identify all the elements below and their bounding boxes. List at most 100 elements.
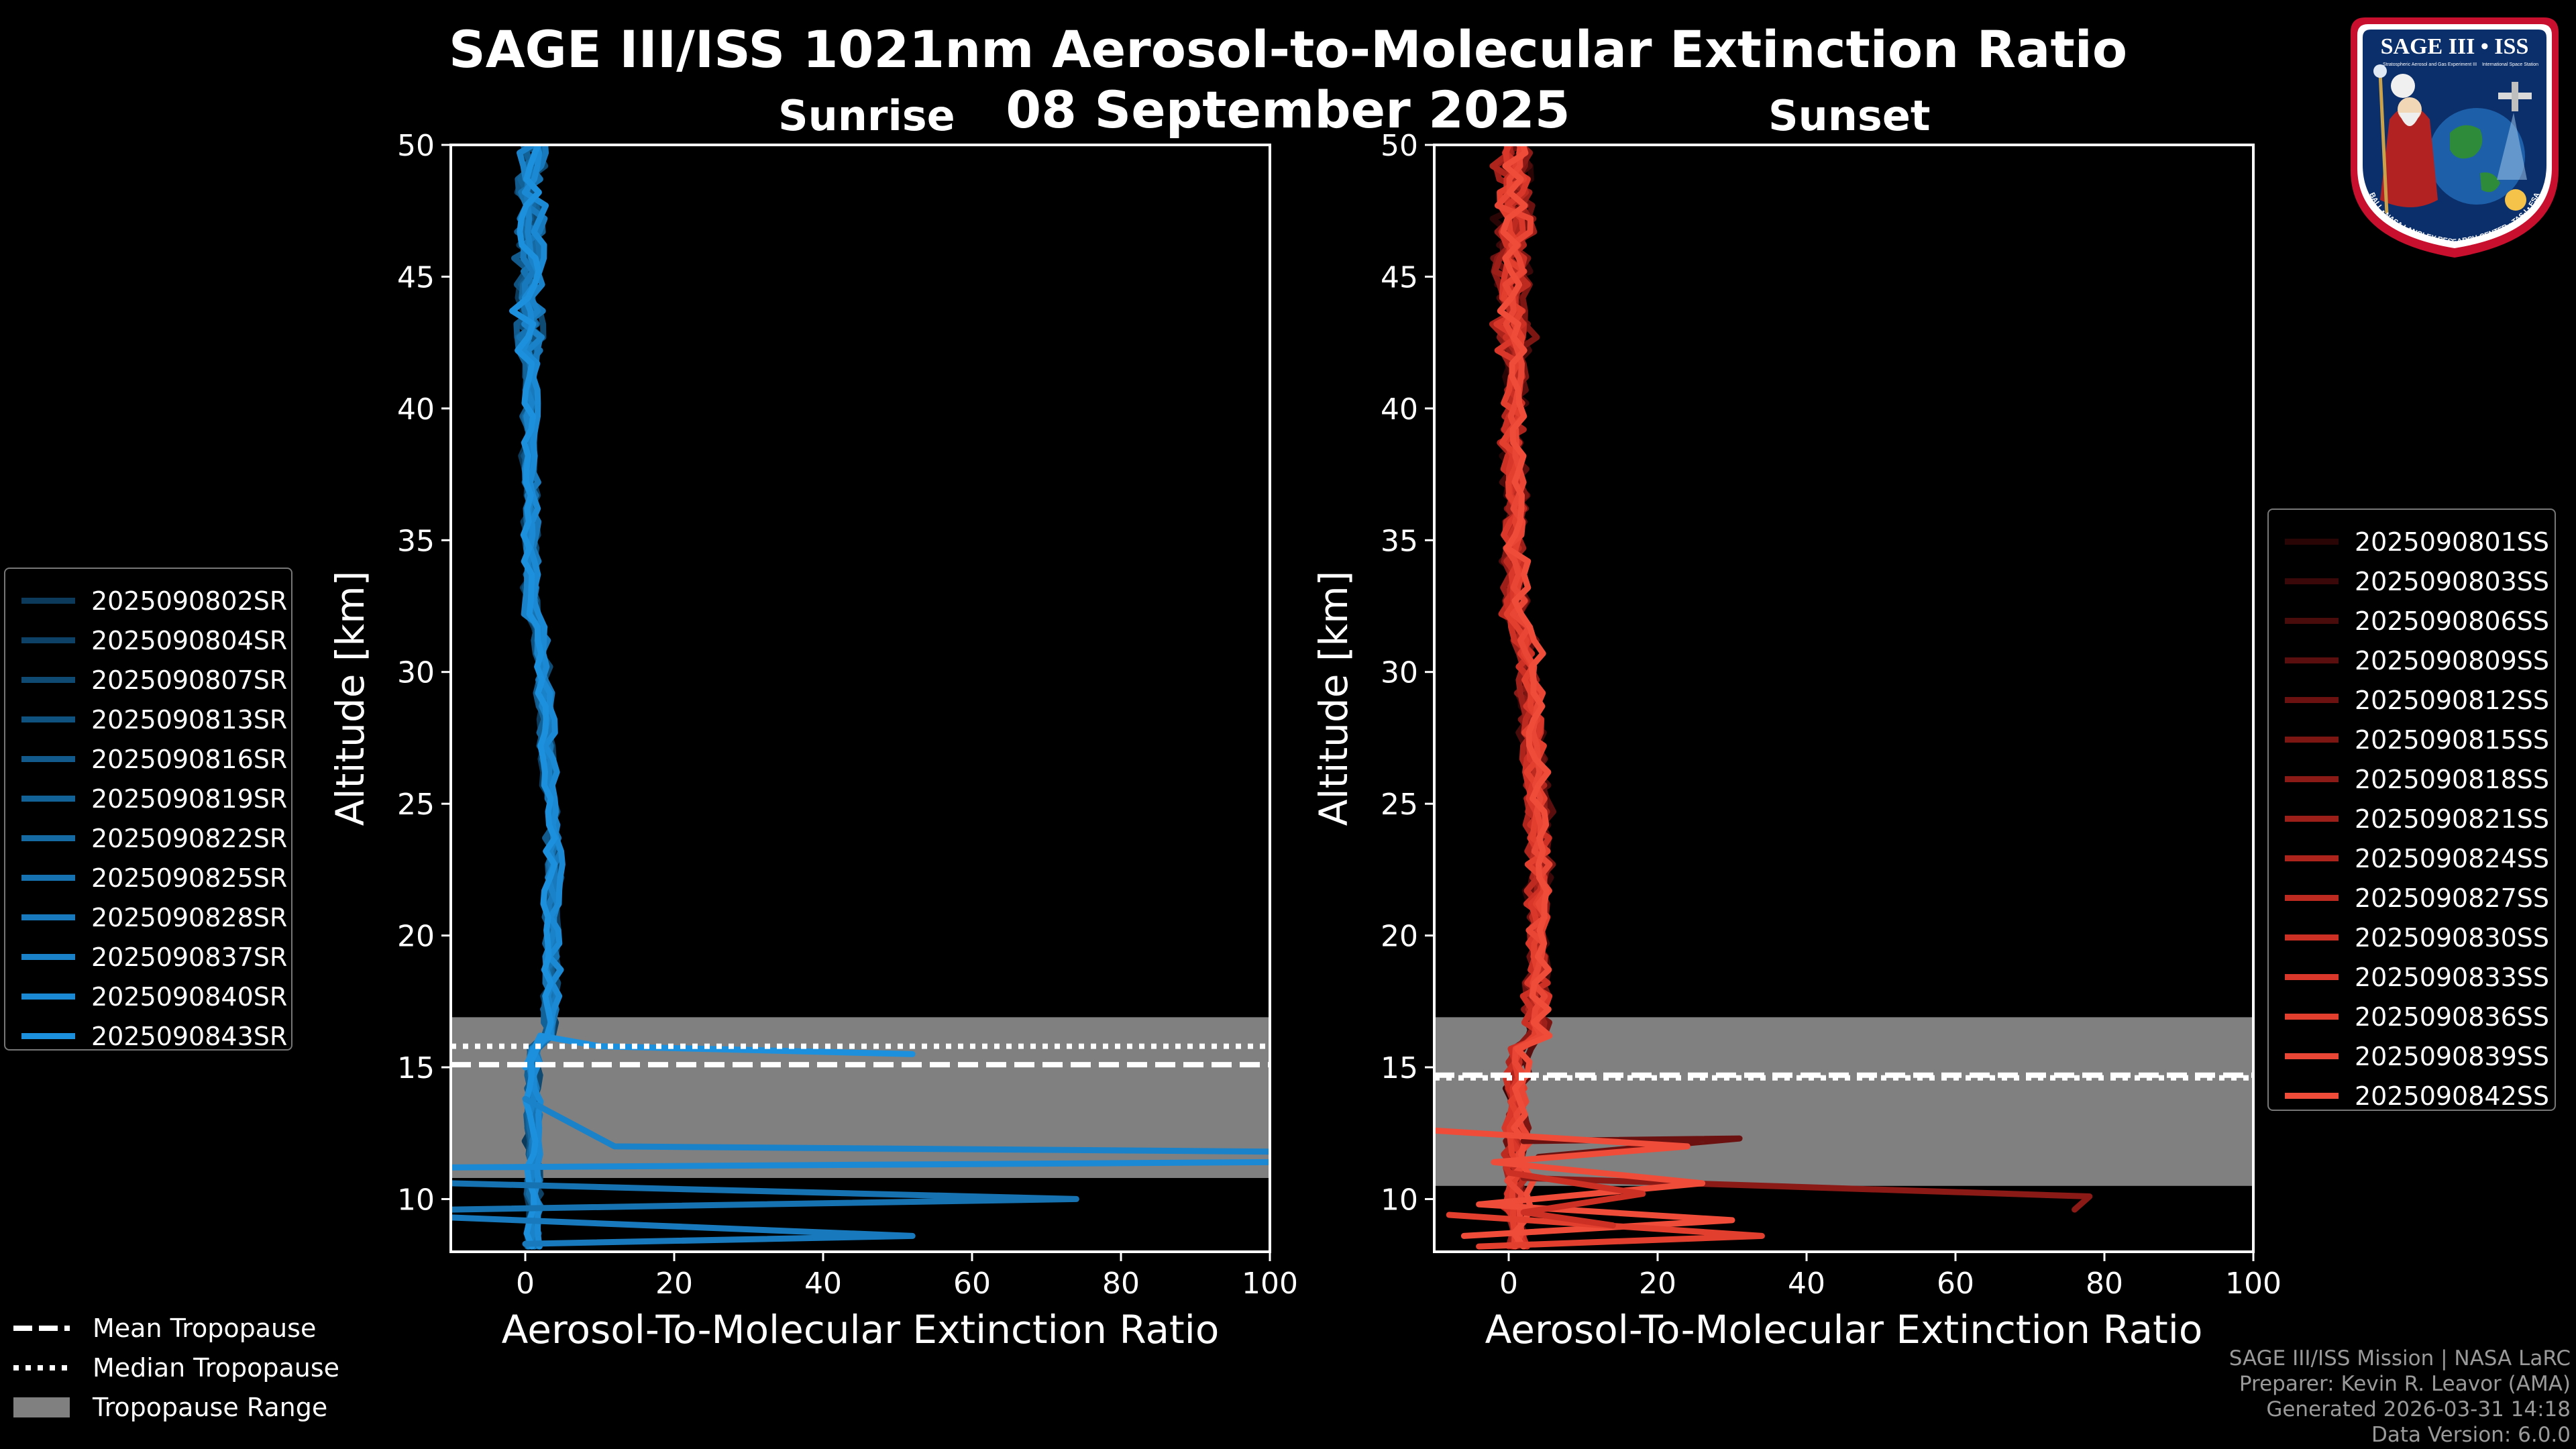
- legend-swatch: [21, 994, 75, 1000]
- legend-item-2025090828SR: 2025090828SR: [5, 898, 287, 937]
- y-tick-label: 50: [1381, 129, 1418, 163]
- legend-swatch: [2285, 974, 2339, 980]
- legend-label: 2025090827SS: [2355, 883, 2550, 913]
- legend-item-2025090813SR: 2025090813SR: [5, 700, 287, 739]
- legend-swatch: [21, 875, 75, 881]
- legend-item-2025090802SR: 2025090802SR: [5, 581, 287, 621]
- legend-label: 2025090815SS: [2355, 724, 2550, 755]
- legend-label: 2025090843SR: [91, 1021, 288, 1051]
- legend-item-2025090840SR: 2025090840SR: [5, 977, 287, 1016]
- legend-tropopause-range: Tropopause Range: [13, 1387, 327, 1427]
- legend-label: 2025090804SR: [91, 625, 288, 655]
- legend-label: 2025090812SS: [2355, 685, 2550, 715]
- legend-label: Mean Tropopause: [93, 1313, 317, 1343]
- legend-item-2025090806SS: 2025090806SS: [2269, 601, 2549, 641]
- moon-icon: [2391, 74, 2415, 98]
- legend-item-2025090822SR: 2025090822SR: [5, 818, 287, 858]
- x-tick-label: 100: [2225, 1267, 2282, 1301]
- legend-swatch: [21, 677, 75, 683]
- y-axis-label: Altitude [km]: [327, 571, 373, 826]
- sage-iii-iss-logo: SAGE III • ISS Stratospheric Aerosol and…: [2351, 17, 2559, 258]
- y-tick-label: 40: [1381, 392, 1418, 427]
- legend-item-2025090836SS: 2025090836SS: [2269, 997, 2549, 1036]
- legend-item-2025090824SS: 2025090824SS: [2269, 839, 2549, 878]
- legend-swatch: [2285, 1014, 2339, 1020]
- x-tick-label: 40: [1788, 1267, 1825, 1301]
- x-tick-label: 80: [1102, 1267, 1140, 1301]
- legend-swatch: [2285, 618, 2339, 624]
- legend-label: 2025090802SR: [91, 586, 288, 616]
- y-tick-label: 10: [1381, 1183, 1418, 1217]
- legend-label: Tropopause Range: [93, 1392, 328, 1422]
- y-tick-label: 30: [1381, 656, 1418, 690]
- x-axis-label: Aerosol-To-Molecular Extinction Ratio: [1485, 1307, 2203, 1352]
- plot-frame: [449, 144, 1271, 1253]
- legend-swatch: [2285, 855, 2339, 861]
- credit-mission: SAGE III/ISS Mission | NASA LaRC: [2229, 1346, 2571, 1371]
- legend-label: 2025090822SR: [91, 823, 288, 853]
- x-tick-label: 0: [516, 1267, 535, 1301]
- legend-item-2025090807SR: 2025090807SR: [5, 660, 287, 700]
- series-spike-2025090818SS: [1520, 1175, 2093, 1213]
- sunrise-legend: 2025090802SR 2025090804SR 2025090807SR 2025…: [4, 568, 292, 1051]
- legend-item-2025090801SS: 2025090801SS: [2269, 522, 2549, 561]
- y-axis-label: Altitude [km]: [1311, 571, 1356, 826]
- tropopause-legend: Mean Tropopause Median Tropopause Tropop…: [13, 1308, 389, 1436]
- series-spike-2025090825SR: [451, 1180, 1079, 1213]
- y-tick-label: 20: [1381, 920, 1418, 954]
- profiles: [451, 145, 1270, 1250]
- legend-swatch: [21, 637, 75, 643]
- legend-item-2025090816SR: 2025090816SR: [5, 739, 287, 779]
- legend-label: 2025090816SR: [91, 744, 288, 774]
- credit-generated: Generated 2026-03-31 14:18: [2266, 1397, 2571, 1421]
- legend-item-2025090825SR: 2025090825SR: [5, 858, 287, 898]
- series-line-2025090842SS: [1497, 145, 1553, 1250]
- y-tick-label: 20: [397, 920, 435, 954]
- legend-swatch: [2285, 539, 2339, 545]
- y-tick-label: 10: [397, 1183, 435, 1217]
- y-tick-label: 15: [1381, 1051, 1418, 1085]
- y-tick-label: 50: [397, 129, 435, 163]
- legend-item-2025090815SS: 2025090815SS: [2269, 720, 2549, 759]
- credit-version: Data Version: 6.0.0: [2371, 1423, 2571, 1447]
- legend-swatch: [2285, 1093, 2339, 1099]
- legend-label: 2025090801SS: [2355, 527, 2550, 557]
- sunset-subtitle: Sunset: [1768, 91, 1931, 140]
- legend-swatch: [2285, 697, 2339, 703]
- legend-swatch: [2285, 895, 2339, 901]
- legend-swatch: [2285, 776, 2339, 782]
- gray-patch-icon: [13, 1397, 70, 1417]
- legend-label: 2025090833SS: [2355, 962, 2550, 992]
- y-tick-label: 45: [1381, 260, 1418, 294]
- y-tick-label: 25: [397, 788, 435, 822]
- legend-item-2025090839SS: 2025090839SS: [2269, 1036, 2549, 1076]
- legend-label: Median Tropopause: [93, 1352, 339, 1383]
- legend-item-2025090803SS: 2025090803SS: [2269, 561, 2549, 601]
- legend-label: 2025090836SS: [2355, 1002, 2550, 1032]
- legend-item-2025090833SS: 2025090833SS: [2269, 957, 2549, 997]
- legend-median-tropopause: Median Tropopause: [13, 1348, 339, 1387]
- y-tick-label: 30: [397, 656, 435, 690]
- series-spike-2025090836SS: [1446, 1212, 1765, 1250]
- x-tick-label: 80: [2086, 1267, 2123, 1301]
- y-tick-label: 35: [1381, 524, 1418, 558]
- series-spike-2025090830SS: [1505, 1169, 1646, 1229]
- legend-label: 2025090807SR: [91, 665, 288, 695]
- tropopause-range-band: [1434, 1017, 2253, 1186]
- x-axis-label: Aerosol-To-Molecular Extinction Ratio: [502, 1307, 1220, 1352]
- legend-mean-tropopause: Mean Tropopause: [13, 1308, 316, 1348]
- legend-item-2025090804SR: 2025090804SR: [5, 621, 287, 660]
- legend-label: 2025090840SR: [91, 981, 288, 1012]
- wizard-figure-icon: [2380, 106, 2438, 207]
- logo-name: SAGE III • ISS: [2381, 34, 2529, 59]
- x-tick-label: 100: [1242, 1267, 1298, 1301]
- logo-subtitle: Stratospheric Aerosol and Gas Experiment…: [2383, 62, 2477, 67]
- chart-date: 08 September 2025: [1006, 80, 1570, 140]
- legend-label: 2025090839SS: [2355, 1041, 2550, 1071]
- legend-label: 2025090828SR: [91, 902, 288, 932]
- legend-item-2025090821SS: 2025090821SS: [2269, 799, 2549, 839]
- series-line-2025090839SS: [1494, 145, 1553, 1250]
- x-tick-label: 20: [1639, 1267, 1676, 1301]
- dotted-line-icon: [13, 1364, 70, 1371]
- legend-label: 2025090819SR: [91, 784, 288, 814]
